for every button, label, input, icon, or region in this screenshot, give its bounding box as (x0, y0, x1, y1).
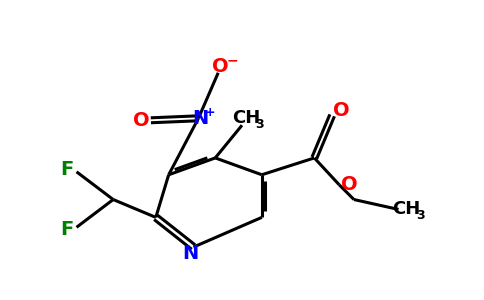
Text: N: N (192, 109, 209, 128)
Text: 3: 3 (416, 209, 424, 222)
Text: O: O (133, 111, 149, 130)
Text: O: O (341, 175, 357, 194)
Text: CH: CH (393, 200, 421, 218)
Text: N: N (182, 244, 198, 262)
Text: CH: CH (232, 109, 260, 127)
Text: 3: 3 (256, 118, 264, 131)
Text: O: O (333, 101, 349, 120)
Text: O: O (212, 57, 228, 76)
Text: F: F (60, 220, 73, 239)
Text: +: + (205, 106, 215, 119)
Text: −: − (227, 54, 238, 68)
Text: F: F (60, 160, 73, 179)
